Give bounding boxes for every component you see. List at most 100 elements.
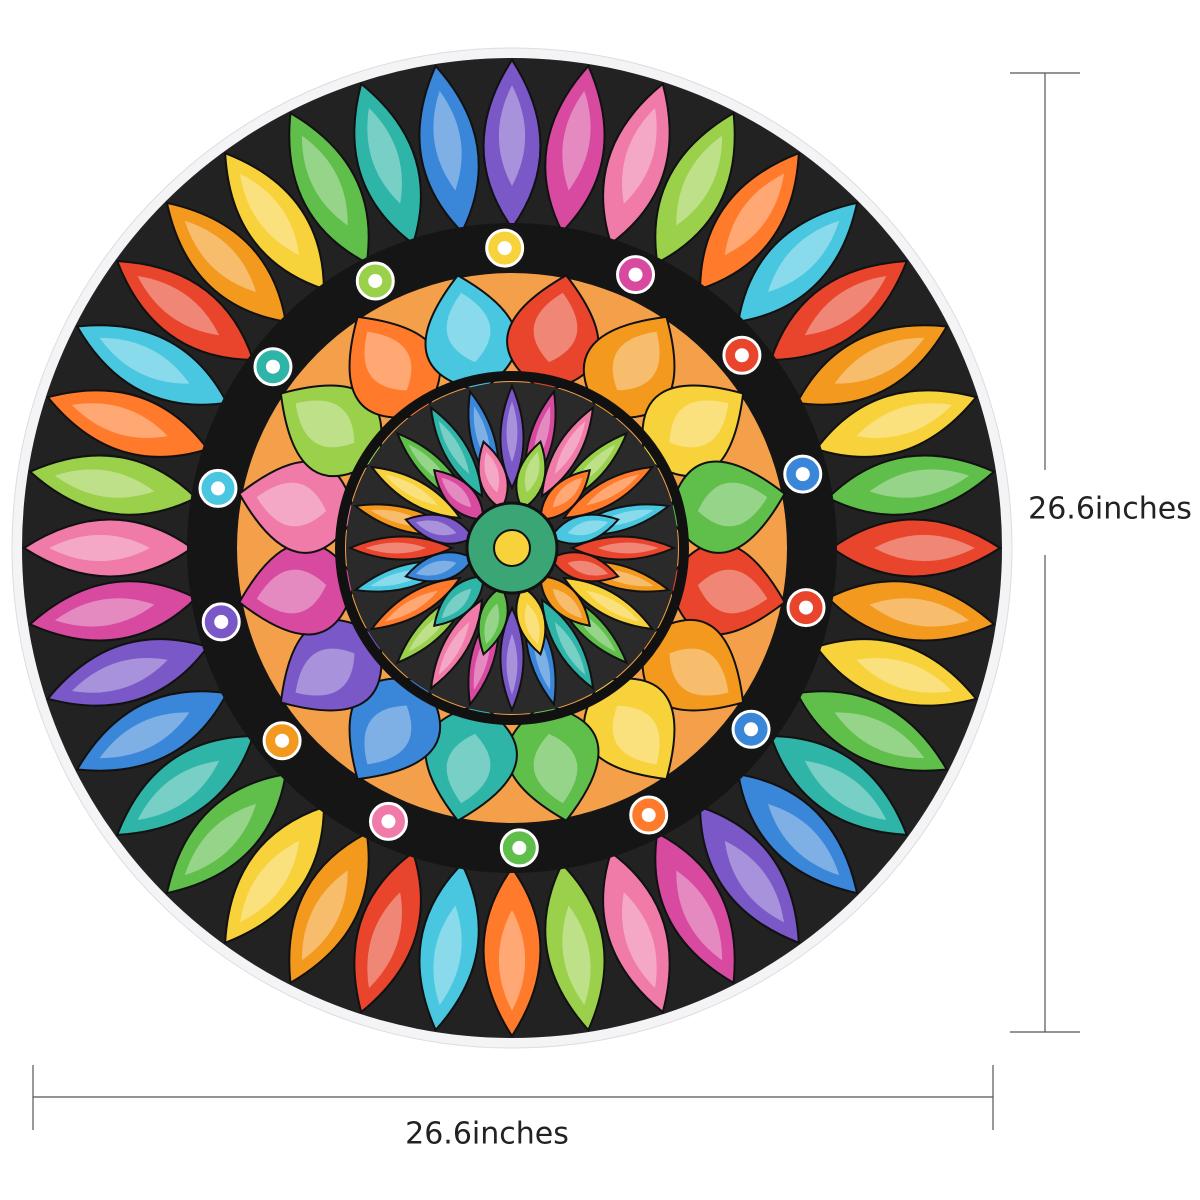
inner-petal-inner xyxy=(384,474,438,506)
middle-petal-inner xyxy=(697,482,768,527)
outer-petal-inner xyxy=(767,220,840,293)
outer-petal-inner xyxy=(834,337,925,384)
core-petal-inner xyxy=(552,588,583,619)
core-petal-inner xyxy=(484,603,500,645)
inner-petal xyxy=(561,465,655,520)
outer-petal-inner xyxy=(433,905,462,1006)
outer-petal xyxy=(795,690,949,772)
outer-petal-inner xyxy=(99,712,190,759)
outer-petal-inner xyxy=(676,135,723,226)
outer-petal xyxy=(75,324,229,406)
outer-petal xyxy=(482,866,542,1038)
outer-petal xyxy=(165,773,287,895)
outer-petal-inner xyxy=(239,173,300,256)
flower-center xyxy=(799,600,814,615)
outer-petal xyxy=(814,389,978,458)
outer-petal-inner xyxy=(239,840,300,923)
outer-petal xyxy=(224,805,325,945)
core-petal-inner xyxy=(524,451,540,493)
outer-petal-inner xyxy=(874,534,975,562)
core-petal xyxy=(432,468,485,521)
outer-petal-inner xyxy=(367,892,402,989)
core-petal xyxy=(549,551,620,583)
outer-petal xyxy=(46,389,210,458)
outer-petal xyxy=(699,805,800,945)
outer-petal xyxy=(353,82,422,246)
flower-center xyxy=(734,348,749,363)
outer-petal-inner xyxy=(622,892,657,989)
outer-petal xyxy=(28,580,198,642)
outer-petal-inner xyxy=(804,760,887,821)
core-petal-inner xyxy=(415,560,457,576)
outer-petal-inner xyxy=(301,135,348,226)
outer-petal xyxy=(544,64,606,234)
inner-petal-inner xyxy=(365,542,427,554)
inner-petal xyxy=(429,597,484,691)
outer-petal xyxy=(288,111,370,265)
outer-petal xyxy=(288,831,370,985)
outer-petal xyxy=(737,773,859,895)
outer-petal-inner xyxy=(498,85,526,186)
outer-petal xyxy=(482,58,542,230)
inner-petal xyxy=(369,576,463,631)
middle-petal-inner xyxy=(533,733,578,804)
flower-center xyxy=(628,267,643,282)
middle-petal xyxy=(667,460,786,554)
core-petal-inner xyxy=(524,603,540,645)
inner-petal-inner xyxy=(554,622,586,676)
middle-petal-inner xyxy=(295,400,355,448)
inner-petal xyxy=(499,383,525,491)
middle-petal-inner xyxy=(256,482,327,527)
outer-petal-inner xyxy=(498,910,526,1011)
middle-petal-inner xyxy=(669,648,729,696)
inner-petal-inner xyxy=(506,401,518,463)
core-petal-inner xyxy=(567,560,609,576)
flower-center xyxy=(275,733,290,748)
outer-petal-inner xyxy=(869,598,970,627)
outer-petal xyxy=(22,518,194,578)
core-petal xyxy=(477,585,509,656)
outer-petal xyxy=(814,638,978,707)
middle-petal-inner xyxy=(364,331,412,391)
inner-petal xyxy=(429,405,484,499)
outer-petal xyxy=(115,260,255,361)
middle-petal-inner xyxy=(446,292,491,363)
flower-center xyxy=(381,814,396,829)
core-petal xyxy=(432,575,485,628)
middle-petal-inner xyxy=(697,569,768,614)
outer-petal xyxy=(418,862,480,1032)
core-petal xyxy=(539,468,592,521)
core-petal xyxy=(515,585,547,656)
outer-petal xyxy=(769,735,909,836)
inner-petal-inner xyxy=(586,590,640,622)
outer-petal xyxy=(826,580,996,642)
inner-petal xyxy=(540,405,595,499)
inner-petal-inner xyxy=(384,590,438,622)
flower-center xyxy=(512,840,527,855)
outer-petal xyxy=(654,111,736,265)
flower-center xyxy=(744,722,759,737)
outer-petal-inner xyxy=(724,840,785,923)
outer-petal xyxy=(165,201,287,323)
core-petal xyxy=(539,575,592,628)
inner-petal xyxy=(347,535,455,561)
outer-petal-inner xyxy=(301,870,348,961)
middle-petal-inner xyxy=(446,733,491,804)
inner-petal-inner xyxy=(438,420,470,474)
core-petal-inner xyxy=(441,477,472,508)
outer-petal xyxy=(795,324,949,406)
core-petal xyxy=(477,440,509,511)
outer-petal-inner xyxy=(724,173,785,256)
outer-petal-inner xyxy=(869,469,970,498)
outer-petal xyxy=(830,518,1002,578)
outer-petal xyxy=(75,690,229,772)
core-petal-inner xyxy=(441,588,472,619)
outer-petal xyxy=(46,638,210,707)
outer-petal xyxy=(115,735,255,836)
core-petal xyxy=(515,440,547,511)
core-petal-inner xyxy=(415,520,457,536)
inner-petal xyxy=(369,465,463,520)
outer-petal xyxy=(602,850,671,1014)
outer-petal xyxy=(28,454,198,516)
outer-petal-inner xyxy=(856,658,953,693)
